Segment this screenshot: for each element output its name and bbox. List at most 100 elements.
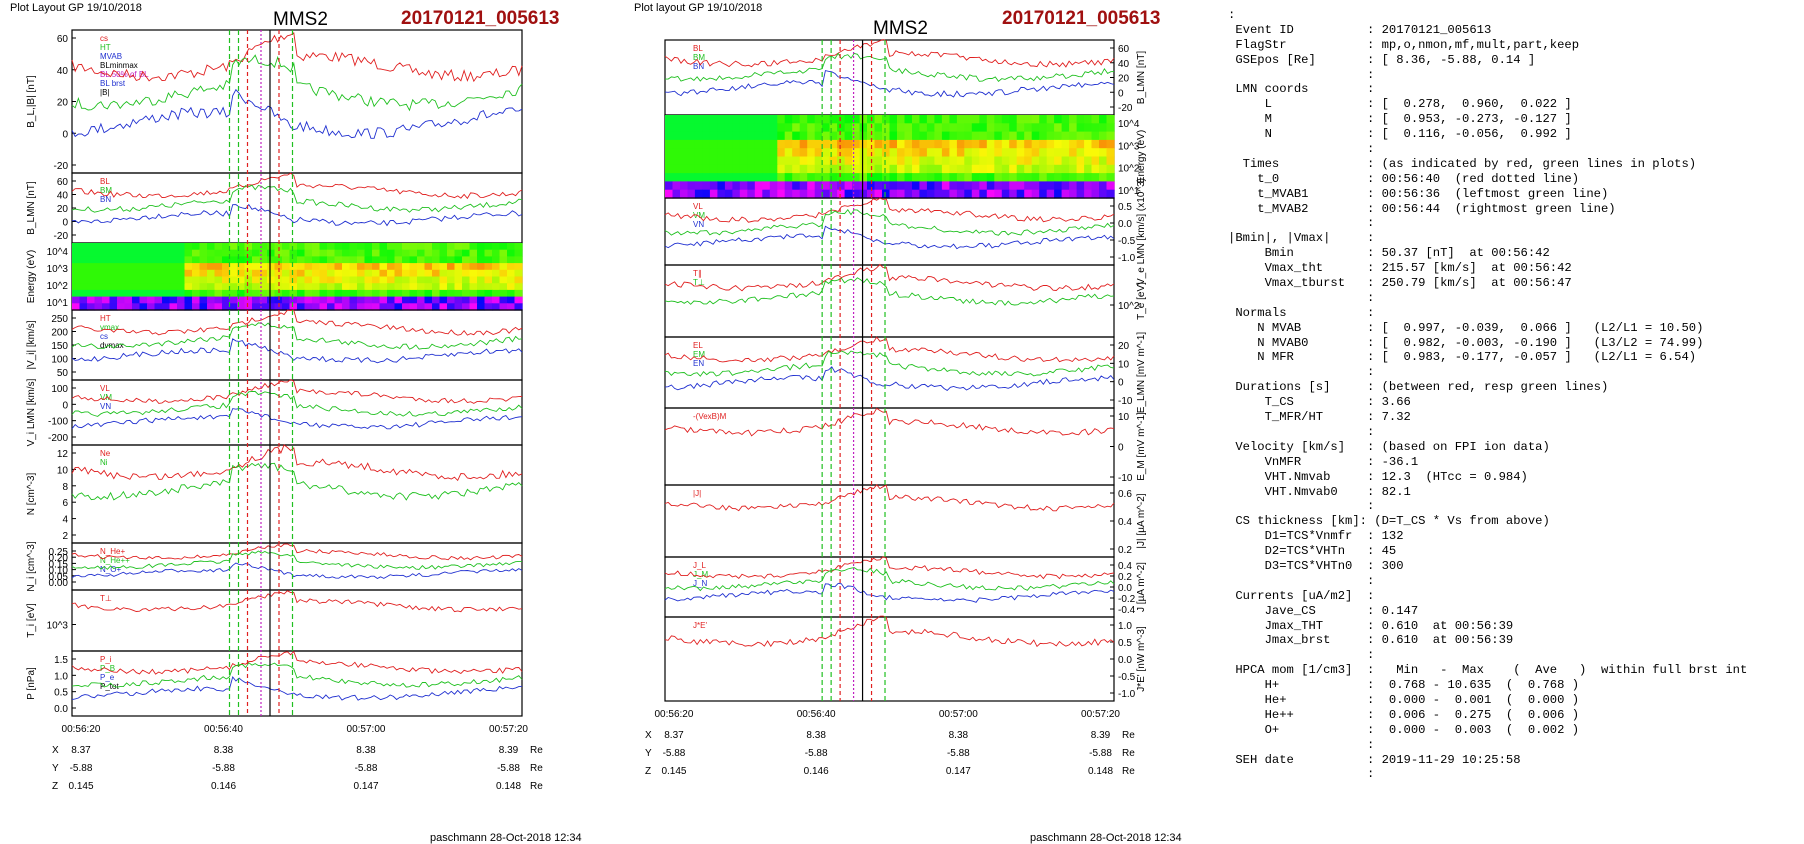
left-spectrogram-cell bbox=[319, 276, 328, 284]
mid-spectrogram-cell bbox=[934, 115, 943, 124]
left-spectrogram-cell bbox=[334, 296, 343, 304]
mid-spectrogram-cell bbox=[912, 123, 921, 133]
left-spectrogram-cell bbox=[154, 249, 163, 257]
mid-spectrogram-cell bbox=[829, 164, 838, 174]
mid-spectrogram-cell bbox=[1001, 164, 1010, 174]
mid-spectrogram-cell bbox=[994, 139, 1003, 149]
left-legend-entry: P_i bbox=[100, 655, 112, 664]
left-spectrogram-cell bbox=[469, 289, 478, 298]
left-spectrogram-cell bbox=[259, 296, 268, 304]
mid-spectrogram-cell bbox=[852, 189, 861, 199]
mid-spectrogram-cell bbox=[1069, 156, 1078, 166]
mid-spectrogram-cell bbox=[1069, 123, 1078, 133]
mid-spectrogram-cell bbox=[1099, 173, 1108, 182]
mid-spectrogram-cell bbox=[844, 173, 853, 182]
left-spectrogram bbox=[72, 243, 523, 311]
mid-spectrogram-cell bbox=[754, 139, 763, 149]
left-spectrogram-cell bbox=[469, 243, 478, 251]
left-spectrogram-cell bbox=[297, 243, 306, 251]
left-spectrogram-cell bbox=[432, 283, 441, 291]
left-spectrogram-cell bbox=[462, 256, 471, 264]
left-spectrogram-cell bbox=[364, 283, 373, 291]
mid-spectrogram-cell bbox=[814, 181, 823, 191]
info-line: : bbox=[1228, 767, 1375, 782]
left-spectrogram-cell bbox=[154, 243, 163, 251]
mid-spectrogram-cell bbox=[1031, 173, 1040, 182]
mid-spectrogram-cell bbox=[739, 115, 748, 124]
left-spectrogram-cell bbox=[222, 269, 231, 278]
mid-spectrogram-cell bbox=[882, 131, 891, 141]
left-spectrogram-cell bbox=[132, 283, 141, 291]
left-spectrogram-cell bbox=[507, 243, 516, 251]
left-spectrogram-cell bbox=[207, 283, 216, 291]
left-spectrogram-cell bbox=[499, 276, 508, 284]
mid-spectrogram-cell bbox=[807, 164, 816, 174]
mid-spectrogram-cell bbox=[986, 156, 995, 166]
left-spectrogram-cell bbox=[259, 249, 268, 257]
left-spectrogram-cell bbox=[229, 249, 238, 257]
left-spectrogram-cell bbox=[439, 276, 448, 284]
mid-spectrogram-cell bbox=[792, 181, 801, 191]
mid-spectrogram-cell bbox=[687, 156, 696, 166]
left-spectrogram-cell bbox=[192, 269, 201, 278]
left-spectrogram-cell bbox=[349, 249, 358, 257]
mid-spectrogram-cell bbox=[680, 164, 689, 174]
left-spectrogram-cell bbox=[147, 256, 156, 264]
left-spectrogram-cell bbox=[147, 303, 156, 311]
left-spectrogram-cell bbox=[192, 256, 201, 264]
left-time-tick: 00:56:20 bbox=[62, 724, 101, 735]
mid-legend-entry: J_L bbox=[693, 561, 706, 570]
left-spectrogram-cell bbox=[372, 249, 381, 257]
left-spectrogram-cell bbox=[289, 269, 298, 278]
left-spectrogram-cell bbox=[252, 296, 261, 304]
left-spectrogram-cell bbox=[214, 269, 223, 278]
mid-spectrogram-cell bbox=[1091, 189, 1100, 199]
mid-spectrogram-cell bbox=[874, 164, 883, 174]
info-line: : bbox=[1228, 290, 1375, 305]
mid-series-line bbox=[664, 582, 1115, 603]
left-spectrogram-cell bbox=[334, 249, 343, 257]
mid-spectrogram-cell bbox=[1076, 173, 1085, 182]
mid-spectrogram-cell bbox=[702, 123, 711, 133]
left-spectrogram-cell bbox=[162, 276, 171, 284]
mid-ytick-label: 40 bbox=[1118, 59, 1130, 70]
mid-spectrogram-cell bbox=[1046, 189, 1055, 199]
left-spectrogram-cell bbox=[102, 289, 111, 298]
left-spectrogram-cell bbox=[169, 296, 178, 304]
mid-eph-value: -5.88 bbox=[805, 748, 828, 759]
mid-spectrogram-cell bbox=[949, 123, 958, 133]
left-spectrogram-cell bbox=[244, 249, 253, 257]
left-spectrogram-cell bbox=[244, 276, 253, 284]
left-ytick-label: 50 bbox=[57, 368, 69, 379]
left-spectrogram-cell bbox=[289, 283, 298, 291]
mid-spectrogram-cell bbox=[754, 189, 763, 199]
mid-spectrogram-cell bbox=[739, 181, 748, 191]
left-spectrogram-cell bbox=[387, 289, 396, 298]
left-spectrogram-cell bbox=[424, 303, 433, 311]
left-spectrogram-cell bbox=[484, 263, 493, 271]
left-spectrogram-cell bbox=[222, 296, 231, 304]
left-spectrogram-cell bbox=[342, 289, 351, 298]
mid-spectrogram-cell bbox=[859, 115, 868, 124]
mid-spectrogram-cell bbox=[964, 164, 973, 174]
left-spectrogram-cell bbox=[514, 289, 523, 298]
left-spectrogram-cell bbox=[87, 249, 96, 257]
mid-spectrogram-cell bbox=[784, 156, 793, 166]
mid-spectrogram-cell bbox=[1099, 131, 1108, 141]
left-spectrogram-cell bbox=[327, 263, 336, 271]
left-legend-entry: |B| bbox=[100, 88, 110, 97]
left-spectrogram-cell bbox=[289, 256, 298, 264]
mid-spectrogram-cell bbox=[814, 189, 823, 199]
left-spectrogram-cell bbox=[207, 256, 216, 264]
mid-spectrogram-cell bbox=[1061, 148, 1070, 158]
left-spectrogram-cell bbox=[409, 243, 418, 251]
mid-eph-value: -5.88 bbox=[663, 748, 686, 759]
info-line: Jmax_THT : 0.610 at 00:56:39 bbox=[1228, 618, 1514, 633]
mid-spectrogram-cell bbox=[792, 131, 801, 141]
mid-spectrogram-cell bbox=[964, 173, 973, 182]
mid-series-line bbox=[664, 39, 1115, 68]
left-spectrogram-cell bbox=[357, 303, 366, 311]
left-spectrogram-cell bbox=[484, 276, 493, 284]
info-line: : bbox=[1228, 424, 1375, 439]
left-spectrogram-cell bbox=[402, 303, 411, 311]
